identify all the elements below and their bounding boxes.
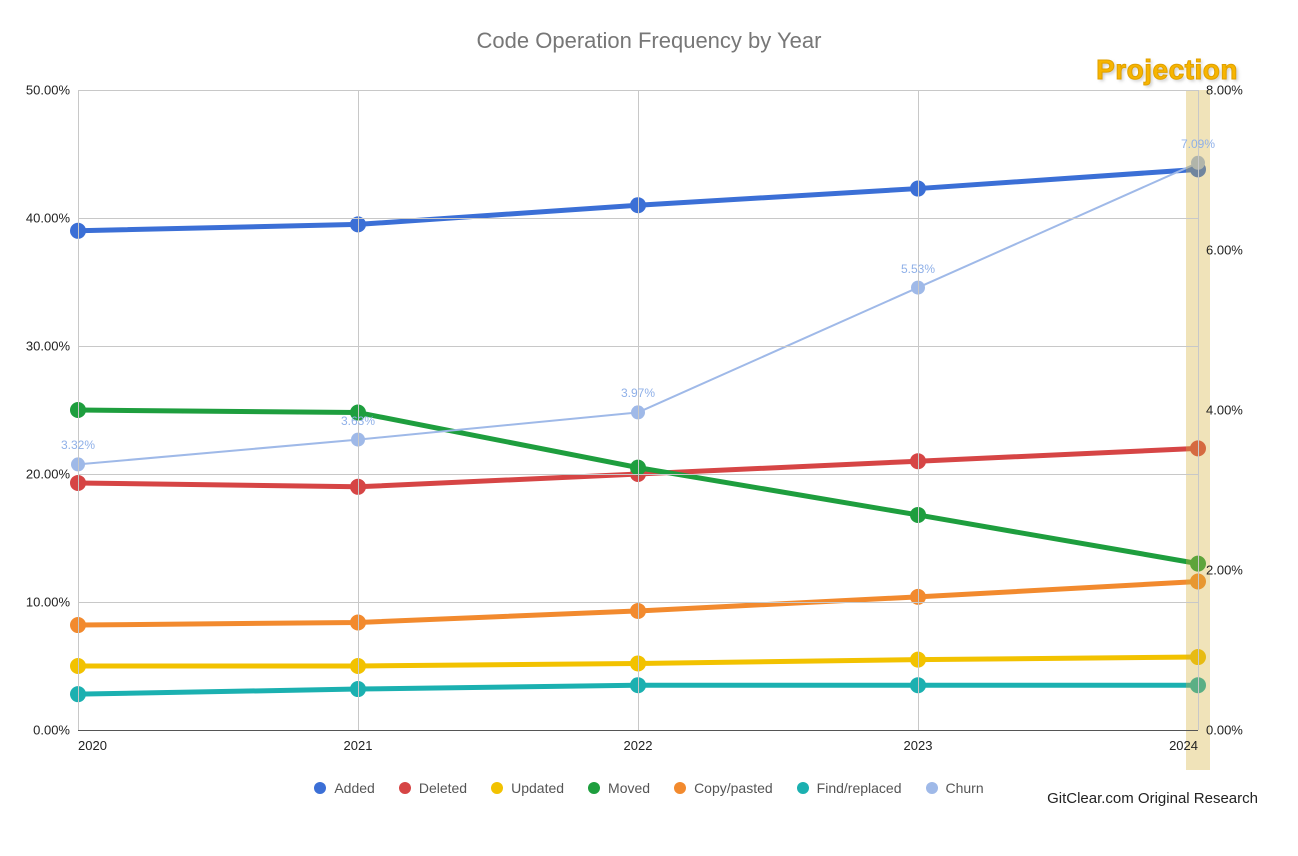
x-tick: 2024 [1169,738,1198,753]
legend-item: Find/replaced [797,780,902,796]
legend-dot-icon [491,782,503,794]
y-tick-right: 0.00% [1206,723,1296,738]
gridline-v [1198,90,1199,730]
point-label: 7.09% [1181,137,1215,151]
legend-dot-icon [926,782,938,794]
legend-item: Moved [588,780,650,796]
y-tick-left: 30.00% [0,339,70,354]
y-tick-right: 6.00% [1206,243,1296,258]
x-tick: 2021 [344,738,373,753]
y-tick-right: 8.00% [1206,83,1296,98]
legend-label: Deleted [419,780,467,796]
projection-label: Projection [1096,54,1238,86]
x-tick: 2022 [624,738,653,753]
y-tick-left: 50.00% [0,83,70,98]
chart-title: Code Operation Frequency by Year [0,0,1298,54]
legend-dot-icon [674,782,686,794]
gridline-v [638,90,639,730]
y-tick-right: 2.00% [1206,563,1296,578]
x-tick: 2023 [904,738,933,753]
legend-label: Churn [946,780,984,796]
gridline-v [78,90,79,730]
gridline-h [78,730,1198,731]
legend-label: Moved [608,780,650,796]
legend-item: Added [314,780,374,796]
y-tick-left: 0.00% [0,723,70,738]
legend-dot-icon [797,782,809,794]
legend-item: Copy/pasted [674,780,773,796]
y-tick-left: 20.00% [0,467,70,482]
plot-area: 0.00%10.00%20.00%30.00%40.00%50.00%0.00%… [78,90,1198,730]
point-label: 3.97% [621,386,655,400]
gridline-v [918,90,919,730]
legend-label: Updated [511,780,564,796]
y-tick-left: 10.00% [0,595,70,610]
gridline-v [358,90,359,730]
legend-item: Updated [491,780,564,796]
y-tick-right: 4.00% [1206,403,1296,418]
point-label: 3.63% [341,414,375,428]
legend-label: Copy/pasted [694,780,773,796]
legend-label: Added [334,780,374,796]
legend-label: Find/replaced [817,780,902,796]
legend-dot-icon [399,782,411,794]
point-label: 5.53% [901,262,935,276]
x-tick: 2020 [78,738,107,753]
attribution: GitClear.com Original Research [1047,790,1258,807]
y-tick-left: 40.00% [0,211,70,226]
point-label: 3.32% [61,438,95,452]
legend-item: Deleted [399,780,467,796]
legend-dot-icon [588,782,600,794]
legend-item: Churn [926,780,984,796]
legend-dot-icon [314,782,326,794]
